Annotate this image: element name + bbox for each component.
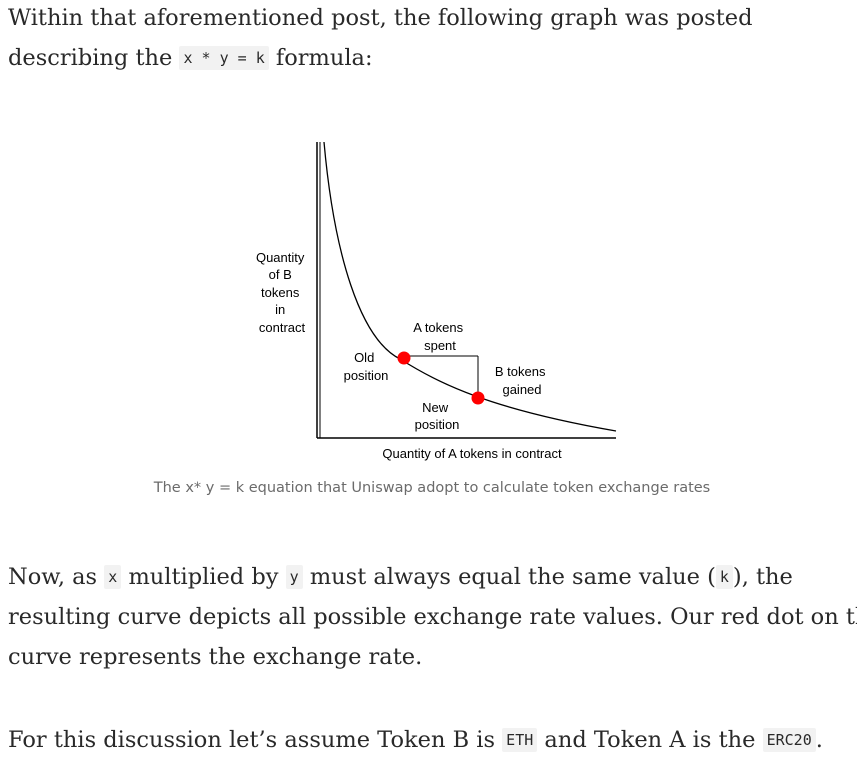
new-position-label: New position [415, 400, 460, 432]
para2-line-2: resulting curve depicts all possible exc… [8, 604, 857, 630]
new-position-dot [471, 391, 485, 405]
b-tokens-gained-label: B tokens gained [495, 364, 549, 397]
para2-line-3: curve represents the exchange rate. [8, 644, 423, 670]
intro-paragraph: Within that aforementioned post, the fol… [8, 0, 753, 78]
xlabel: Quantity of A tokens in contract [382, 446, 562, 461]
assumption-paragraph: For this discussion let’s assume Token B… [8, 720, 823, 760]
a-tokens-spent-label: A tokens spent [413, 320, 467, 353]
para2-mid1: multiplied by [128, 564, 279, 590]
para2-mid2: must always equal the same value ( [309, 564, 716, 590]
para2-suffix: ), the [732, 564, 793, 590]
explanation-paragraph: Now, as x multiplied by y must always eq… [8, 557, 857, 677]
figure-caption: The x* y = k equation that Uniswap adopt… [153, 480, 711, 496]
intro-line-1: Within that aforementioned post, the fol… [8, 5, 753, 31]
para2-prefix: Now, as [8, 564, 98, 590]
code-erc20: ERC20 [762, 728, 816, 752]
para3-suffix: . [815, 727, 823, 753]
old-position-label: Old position [344, 350, 389, 383]
intro-line-2-prefix: describing the [8, 45, 173, 71]
old-position-dot [397, 351, 411, 365]
xy-k-curve [323, 141, 617, 432]
constant-product-graph: Quantity of B tokens in contract Old pos… [250, 134, 630, 470]
para3-prefix: For this discussion let’s assume Token B… [8, 727, 496, 753]
code-eth: ETH [502, 728, 538, 752]
formula-code: x * y = k [179, 46, 269, 70]
code-y: y [285, 565, 303, 589]
code-k: k [715, 565, 733, 589]
code-x: x [104, 565, 122, 589]
para3-mid: and Token A is the [544, 727, 756, 753]
intro-line-2-suffix: formula: [275, 45, 373, 71]
ylabel: Quantity of B tokens in contract [256, 250, 308, 335]
